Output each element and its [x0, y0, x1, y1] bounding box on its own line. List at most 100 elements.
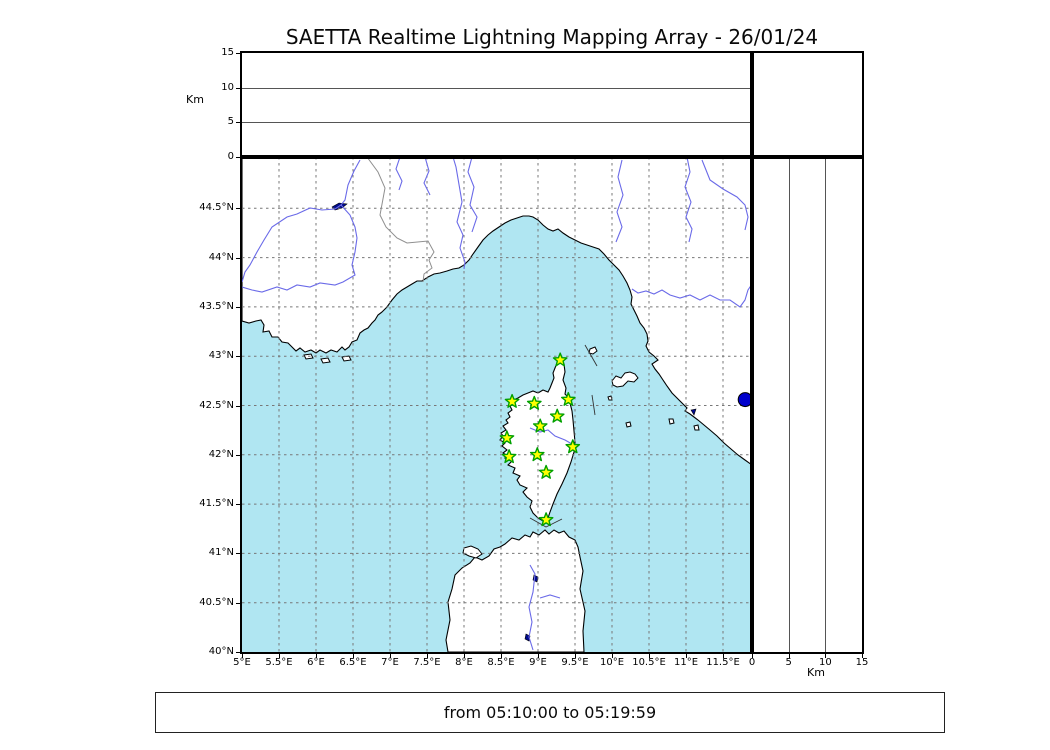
- river: [242, 159, 361, 283]
- altitude-gridline-10km: [242, 87, 752, 89]
- lat-tick-label: 40°N: [208, 646, 234, 657]
- altitude-tick-label: 15: [855, 657, 869, 668]
- altitude-tick-label: 15: [221, 47, 234, 58]
- lake: [690, 408, 697, 416]
- map-svg: [242, 157, 752, 652]
- altitude-tick-label: 10: [818, 657, 832, 668]
- river: [684, 157, 693, 243]
- lightning-station-marker: [532, 418, 548, 433]
- tick-mark: [236, 504, 240, 506]
- tick-mark: [752, 654, 753, 658]
- tick-mark: [236, 53, 240, 54]
- altitude-latitude-panel: [750, 155, 864, 654]
- tick-mark: [538, 654, 539, 658]
- sardinia-coastline: [445, 529, 586, 652]
- lon-tick-label: 10.5°E: [632, 657, 666, 668]
- tick-mark: [242, 654, 243, 658]
- river: [452, 157, 466, 270]
- altitude-tick-label: 0: [748, 657, 756, 668]
- tick-mark: [236, 405, 240, 407]
- altitude-tick-label: 5: [785, 657, 792, 668]
- river: [631, 283, 752, 308]
- lightning-station-marker: [499, 430, 515, 445]
- small-island: [341, 355, 352, 362]
- altitude-tick-label: 0: [227, 151, 234, 162]
- mainland-coastline: [242, 157, 752, 466]
- river: [528, 564, 536, 651]
- tick-mark: [464, 654, 465, 658]
- small-island: [625, 421, 632, 428]
- tick-mark: [236, 454, 240, 456]
- lat-tick-label: 44.5°N: [199, 202, 234, 214]
- small-island: [320, 357, 331, 364]
- lat-tick-label: 42°N: [208, 448, 234, 460]
- lat-tick-label: 44°N: [208, 251, 234, 263]
- lightning-station-marker: [529, 447, 545, 462]
- lon-tick-label: 9.5°E: [561, 657, 589, 668]
- lightning-station-marker: [549, 408, 565, 423]
- route-line: [591, 394, 596, 416]
- lon-tick-label: 5.5°E: [265, 657, 293, 668]
- tick-mark: [236, 553, 240, 555]
- river: [539, 594, 561, 599]
- altitude-tick-label: 5: [227, 116, 234, 128]
- tick-mark: [236, 122, 240, 124]
- lat-tick-label: 42.5°N: [199, 399, 234, 411]
- lightning-station-marker: [561, 391, 576, 406]
- altitude-unit-label-top: Km: [186, 93, 204, 106]
- route-line: [584, 344, 598, 367]
- tick-mark: [236, 157, 240, 158]
- time-range-box: from 05:10:00 to 05:19:59: [155, 692, 945, 733]
- separator-line-horizontal: [240, 155, 864, 159]
- lon-tick-label: 8°E: [455, 657, 473, 668]
- lightning-station-marker: [538, 464, 554, 479]
- tick-mark: [686, 654, 687, 658]
- tick-mark: [612, 654, 613, 658]
- lat-tick-label: 41°N: [208, 547, 234, 559]
- lat-tick-label: 43°N: [208, 350, 234, 362]
- lon-tick-label: 11.5°E: [706, 657, 740, 668]
- tick-mark: [862, 654, 863, 658]
- lightning-station-marker: [526, 395, 542, 410]
- tick-mark: [236, 652, 240, 653]
- lon-tick-label: 8.5°E: [487, 657, 515, 668]
- separator-line-vertical: [750, 51, 754, 654]
- route-line: [529, 517, 563, 528]
- tick-mark: [649, 654, 650, 658]
- altitude-gridline-10km: [825, 157, 827, 652]
- altitude-unit-label-bottom: Km: [807, 666, 825, 679]
- country-border: [366, 157, 435, 283]
- lat-tick-label: 41.5°N: [199, 498, 234, 510]
- corner-panel: [750, 51, 864, 159]
- lon-tick-label: 7°E: [381, 657, 399, 668]
- altitude-gridline-5km: [242, 122, 752, 124]
- tick-mark: [575, 654, 576, 658]
- tick-mark: [236, 602, 240, 604]
- lon-tick-label: 6.5°E: [339, 657, 367, 668]
- river: [423, 157, 431, 196]
- lon-tick-label: 6°E: [307, 657, 325, 668]
- altitude-longitude-panel: [240, 51, 754, 159]
- tick-mark: [390, 654, 391, 658]
- river: [242, 204, 358, 293]
- small-island: [693, 424, 700, 431]
- tick-mark: [236, 208, 240, 210]
- tick-mark: [788, 654, 790, 658]
- lat-tick-label: 40.5°N: [199, 596, 234, 608]
- tick-mark: [427, 654, 428, 658]
- tick-mark: [236, 356, 240, 358]
- tick-mark: [825, 654, 827, 658]
- tick-mark: [316, 654, 317, 658]
- time-range-text: from 05:10:00 to 05:19:59: [443, 703, 657, 722]
- tick-mark: [236, 306, 240, 308]
- lightning-station-marker: [504, 393, 520, 408]
- tick-mark: [279, 654, 280, 658]
- lon-tick-label: 7.5°E: [413, 657, 441, 668]
- map-panel: [240, 155, 754, 654]
- river: [701, 159, 749, 231]
- altitude-tick-label: 10: [221, 81, 234, 93]
- altitude-gridline-5km: [788, 157, 790, 652]
- small-island: [611, 371, 639, 388]
- lon-tick-label: 11°E: [673, 657, 699, 668]
- lat-tick-label: 43.5°N: [199, 300, 234, 312]
